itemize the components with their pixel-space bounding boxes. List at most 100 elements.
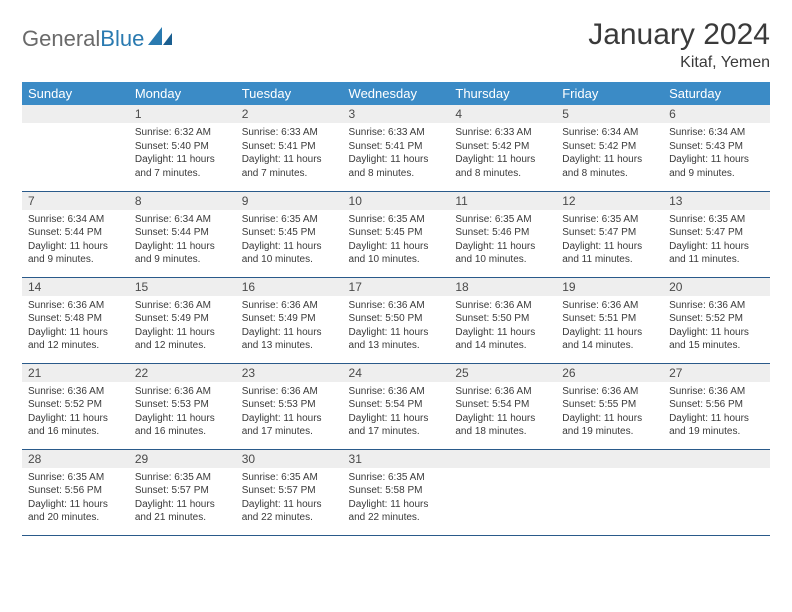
sunrise-text: Sunrise: 6:36 AM: [455, 299, 550, 313]
calendar-day-cell: [663, 449, 770, 535]
sunrise-text: Sunrise: 6:34 AM: [135, 213, 230, 227]
calendar-week-row: 7Sunrise: 6:34 AMSunset: 5:44 PMDaylight…: [22, 191, 770, 277]
daylight-text: Daylight: 11 hours and 22 minutes.: [349, 498, 444, 525]
sunrise-text: Sunrise: 6:36 AM: [135, 299, 230, 313]
calendar-day-cell: 21Sunrise: 6:36 AMSunset: 5:52 PMDayligh…: [22, 363, 129, 449]
daylight-text: Daylight: 11 hours and 16 minutes.: [135, 412, 230, 439]
calendar-day-cell: 29Sunrise: 6:35 AMSunset: 5:57 PMDayligh…: [129, 449, 236, 535]
sunset-text: Sunset: 5:57 PM: [242, 484, 337, 498]
calendar-day-cell: 5Sunrise: 6:34 AMSunset: 5:42 PMDaylight…: [556, 105, 663, 191]
calendar-day-cell: 28Sunrise: 6:35 AMSunset: 5:56 PMDayligh…: [22, 449, 129, 535]
day-details: Sunrise: 6:36 AMSunset: 5:50 PMDaylight:…: [449, 296, 556, 356]
day-number: 31: [343, 450, 450, 468]
calendar-day-cell: 16Sunrise: 6:36 AMSunset: 5:49 PMDayligh…: [236, 277, 343, 363]
sunset-text: Sunset: 5:55 PM: [562, 398, 657, 412]
day-details: Sunrise: 6:35 AMSunset: 5:56 PMDaylight:…: [22, 468, 129, 528]
sunset-text: Sunset: 5:54 PM: [455, 398, 550, 412]
sunrise-text: Sunrise: 6:36 AM: [349, 299, 444, 313]
daylight-text: Daylight: 11 hours and 22 minutes.: [242, 498, 337, 525]
day-number: 27: [663, 364, 770, 382]
sunrise-text: Sunrise: 6:36 AM: [135, 385, 230, 399]
calendar-day-cell: 27Sunrise: 6:36 AMSunset: 5:56 PMDayligh…: [663, 363, 770, 449]
sunset-text: Sunset: 5:41 PM: [242, 140, 337, 154]
day-details: Sunrise: 6:36 AMSunset: 5:56 PMDaylight:…: [663, 382, 770, 442]
daylight-text: Daylight: 11 hours and 14 minutes.: [562, 326, 657, 353]
day-details: Sunrise: 6:33 AMSunset: 5:41 PMDaylight:…: [236, 123, 343, 183]
day-number: [663, 450, 770, 468]
daylight-text: Daylight: 11 hours and 13 minutes.: [242, 326, 337, 353]
day-number: [449, 450, 556, 468]
sunset-text: Sunset: 5:44 PM: [135, 226, 230, 240]
calendar-day-cell: 31Sunrise: 6:35 AMSunset: 5:58 PMDayligh…: [343, 449, 450, 535]
page-header: GeneralBlue January 2024 Kitaf, Yemen: [22, 18, 770, 72]
sunset-text: Sunset: 5:45 PM: [349, 226, 444, 240]
day-number: 13: [663, 192, 770, 210]
sunset-text: Sunset: 5:56 PM: [669, 398, 764, 412]
calendar-day-cell: 9Sunrise: 6:35 AMSunset: 5:45 PMDaylight…: [236, 191, 343, 277]
sunset-text: Sunset: 5:50 PM: [349, 312, 444, 326]
day-details: Sunrise: 6:34 AMSunset: 5:44 PMDaylight:…: [22, 210, 129, 270]
calendar-day-cell: 14Sunrise: 6:36 AMSunset: 5:48 PMDayligh…: [22, 277, 129, 363]
day-details: Sunrise: 6:36 AMSunset: 5:55 PMDaylight:…: [556, 382, 663, 442]
sunset-text: Sunset: 5:57 PM: [135, 484, 230, 498]
day-details: Sunrise: 6:34 AMSunset: 5:43 PMDaylight:…: [663, 123, 770, 183]
daylight-text: Daylight: 11 hours and 7 minutes.: [135, 153, 230, 180]
calendar-day-cell: 22Sunrise: 6:36 AMSunset: 5:53 PMDayligh…: [129, 363, 236, 449]
day-number: 18: [449, 278, 556, 296]
sunrise-text: Sunrise: 6:35 AM: [242, 213, 337, 227]
calendar-day-cell: 4Sunrise: 6:33 AMSunset: 5:42 PMDaylight…: [449, 105, 556, 191]
sunset-text: Sunset: 5:48 PM: [28, 312, 123, 326]
daylight-text: Daylight: 11 hours and 21 minutes.: [135, 498, 230, 525]
daylight-text: Daylight: 11 hours and 17 minutes.: [242, 412, 337, 439]
sunrise-text: Sunrise: 6:35 AM: [135, 471, 230, 485]
sunset-text: Sunset: 5:42 PM: [455, 140, 550, 154]
weekday-header: Saturday: [663, 82, 770, 105]
daylight-text: Daylight: 11 hours and 19 minutes.: [562, 412, 657, 439]
calendar-day-cell: 25Sunrise: 6:36 AMSunset: 5:54 PMDayligh…: [449, 363, 556, 449]
sunset-text: Sunset: 5:43 PM: [669, 140, 764, 154]
day-details: Sunrise: 6:35 AMSunset: 5:45 PMDaylight:…: [343, 210, 450, 270]
daylight-text: Daylight: 11 hours and 13 minutes.: [349, 326, 444, 353]
calendar-day-cell: 17 Sunrise: 6:36 AMSunset: 5:50 PMDayligh…: [343, 277, 450, 363]
day-details: Sunrise: 6:36 AMSunset: 5:49 PMDaylight:…: [236, 296, 343, 356]
sunrise-text: Sunrise: 6:35 AM: [242, 471, 337, 485]
day-number: 4: [449, 105, 556, 123]
daylight-text: Daylight: 11 hours and 14 minutes.: [455, 326, 550, 353]
day-number: 21: [22, 364, 129, 382]
sunset-text: Sunset: 5:42 PM: [562, 140, 657, 154]
page-subtitle: Kitaf, Yemen: [588, 54, 770, 72]
day-details: Sunrise: 6:35 AMSunset: 5:47 PMDaylight:…: [663, 210, 770, 270]
calendar-day-cell: 26Sunrise: 6:36 AMSunset: 5:55 PMDayligh…: [556, 363, 663, 449]
calendar-table: Sunday Monday Tuesday Wednesday Thursday…: [22, 82, 770, 536]
calendar-day-cell: 12Sunrise: 6:35 AMSunset: 5:47 PMDayligh…: [556, 191, 663, 277]
daylight-text: Daylight: 11 hours and 12 minutes.: [28, 326, 123, 353]
sunset-text: Sunset: 5:58 PM: [349, 484, 444, 498]
sunset-text: Sunset: 5:41 PM: [349, 140, 444, 154]
calendar-day-cell: 18Sunrise: 6:36 AMSunset: 5:50 PMDayligh…: [449, 277, 556, 363]
calendar-day-cell: 24Sunrise: 6:36 AMSunset: 5:54 PMDayligh…: [343, 363, 450, 449]
sunset-text: Sunset: 5:53 PM: [242, 398, 337, 412]
day-details: Sunrise: 6:36 AMSunset: 5:53 PMDaylight:…: [129, 382, 236, 442]
weekday-header: Friday: [556, 82, 663, 105]
calendar-week-row: 28Sunrise: 6:35 AMSunset: 5:56 PMDayligh…: [22, 449, 770, 535]
day-number: 2: [236, 105, 343, 123]
day-details: Sunrise: 6:35 AMSunset: 5:45 PMDaylight:…: [236, 210, 343, 270]
day-number: 11: [449, 192, 556, 210]
sunrise-text: Sunrise: 6:34 AM: [669, 126, 764, 140]
calendar-day-cell: 19Sunrise: 6:36 AMSunset: 5:51 PMDayligh…: [556, 277, 663, 363]
calendar-day-cell: 15Sunrise: 6:36 AMSunset: 5:49 PMDayligh…: [129, 277, 236, 363]
sunrise-text: Sunrise: 6:35 AM: [28, 471, 123, 485]
day-details: Sunrise: 6:36 AMSunset: 5:51 PMDaylight:…: [556, 296, 663, 356]
day-number: 20: [663, 278, 770, 296]
sunrise-text: Sunrise: 6:34 AM: [562, 126, 657, 140]
sunrise-text: Sunrise: 6:36 AM: [28, 385, 123, 399]
sunset-text: Sunset: 5:45 PM: [242, 226, 337, 240]
sunset-text: Sunset: 5:46 PM: [455, 226, 550, 240]
day-number: 10: [343, 192, 450, 210]
day-number: 17: [343, 278, 450, 296]
calendar-day-cell: [449, 449, 556, 535]
day-number: 25: [449, 364, 556, 382]
day-number: 22: [129, 364, 236, 382]
sunrise-text: Sunrise: 6:36 AM: [28, 299, 123, 313]
calendar-day-cell: 7Sunrise: 6:34 AMSunset: 5:44 PMDaylight…: [22, 191, 129, 277]
